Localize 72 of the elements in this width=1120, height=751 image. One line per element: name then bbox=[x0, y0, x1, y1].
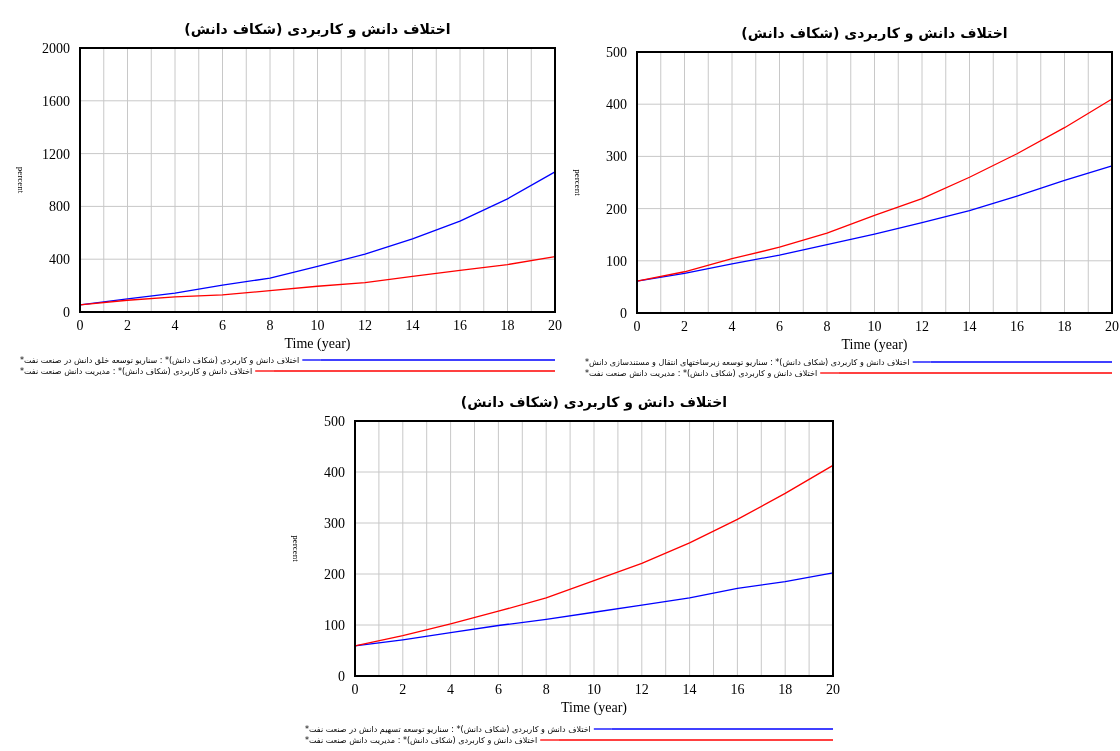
x-tick-label: 8 bbox=[823, 319, 831, 334]
x-axis-title: Time (year) bbox=[284, 336, 351, 352]
chart-title: اختلاف دانش و کاربردی (شکاف دانش) bbox=[184, 21, 451, 38]
x-tick-label: 20 bbox=[548, 318, 562, 333]
x-tick-label: 4 bbox=[171, 318, 179, 333]
x-tick-label: 0 bbox=[351, 682, 359, 697]
x-tick-label: 6 bbox=[494, 682, 502, 697]
y-axis-title: percent bbox=[16, 166, 26, 194]
x-tick-label: 6 bbox=[219, 318, 226, 333]
x-tick-label: 16 bbox=[730, 682, 745, 697]
y-tick-label: 500 bbox=[324, 414, 345, 429]
legend-label: اختلاف دانش و کاربردی (شکاف دانش)* : مدیریت دانش صنعت نفت* bbox=[20, 367, 253, 376]
x-tick-label: 4 bbox=[447, 682, 455, 697]
x-tick-label: 8 bbox=[542, 682, 550, 697]
x-tick-label: 8 bbox=[266, 318, 274, 333]
y-tick-label: 1200 bbox=[42, 146, 70, 162]
x-tick-label: 20 bbox=[1105, 319, 1119, 334]
y-tick-label: 500 bbox=[606, 45, 627, 60]
x-tick-label: 4 bbox=[728, 319, 736, 334]
y-tick-label: 100 bbox=[606, 253, 627, 269]
x-tick-label: 12 bbox=[634, 682, 649, 697]
y-tick-label: 200 bbox=[606, 201, 627, 217]
legend-item: اختلاف دانش و کاربردی (شکاف دانش)* : مدیریت دانش صنعت نفت* bbox=[585, 369, 1113, 378]
x-tick-label: 18 bbox=[1057, 319, 1072, 334]
legend-item: اختلاف دانش و کاربردی (شکاف دانش)* : مدیریت دانش صنعت نفت* bbox=[20, 367, 556, 376]
x-tick-label: 14 bbox=[962, 319, 977, 334]
y-tick-label: 300 bbox=[324, 516, 345, 531]
x-tick-label: 14 bbox=[682, 682, 697, 697]
legend-label: اختلاف دانش و کاربردی (شکاف دانش)* : سناریو توسعه خلق دانش در صنعت نفت* bbox=[20, 356, 300, 365]
x-tick-label: 16 bbox=[1010, 319, 1024, 334]
y-tick-label: 1600 bbox=[42, 93, 70, 109]
y-tick-label: 200 bbox=[324, 567, 345, 582]
y-tick-label: 400 bbox=[324, 465, 345, 480]
y-tick-label: 100 bbox=[324, 618, 345, 633]
chart-title: اختلاف دانش و کاربردی (شکاف دانش) bbox=[741, 25, 1008, 42]
x-tick-label: 2 bbox=[681, 319, 688, 334]
x-tick-label: 0 bbox=[76, 318, 84, 333]
x-tick-label: 2 bbox=[124, 318, 131, 333]
chart-title: اختلاف دانش و کاربردی (شکاف دانش) bbox=[460, 394, 728, 411]
x-tick-label: 14 bbox=[405, 318, 420, 333]
x-tick-label: 10 bbox=[310, 318, 325, 333]
y-tick-label: 0 bbox=[620, 306, 627, 321]
x-tick-label: 12 bbox=[358, 318, 372, 333]
y-axis-title: percent bbox=[291, 535, 301, 563]
x-tick-label: 16 bbox=[453, 318, 467, 333]
legend-item: اختلاف دانش و کاربردی (شکاف دانش)* : سناریو توسعه تسهیم دانش در صنعت نفت* bbox=[305, 725, 834, 734]
legend-label: اختلاف دانش و کاربردی (شکاف دانش)* : سناریو توسعه زیرساختهای انتقال و مستندسازی دانش* bbox=[585, 358, 910, 367]
x-tick-label: 12 bbox=[915, 319, 929, 334]
legend-item: اختلاف دانش و کاربردی (شکاف دانش)* : سناریو توسعه خلق دانش در صنعت نفت* bbox=[20, 356, 556, 365]
y-tick-label: 400 bbox=[49, 252, 70, 268]
y-tick-label: 2000 bbox=[42, 41, 70, 56]
x-tick-label: 18 bbox=[500, 318, 515, 333]
x-tick-label: 2 bbox=[399, 682, 407, 697]
y-axis-title: percent bbox=[573, 169, 583, 197]
x-tick-label: 10 bbox=[587, 682, 601, 697]
x-axis-title: Time (year) bbox=[841, 337, 908, 353]
x-tick-label: 10 bbox=[867, 319, 882, 334]
y-tick-label: 400 bbox=[606, 97, 627, 113]
legend-item: اختلاف دانش و کاربردی (شکاف دانش)* : مدیریت دانش صنعت نفت* bbox=[305, 736, 834, 745]
legend-label: اختلاف دانش و کاربردی (شکاف دانش)* : سناریو توسعه تسهیم دانش در صنعت نفت* bbox=[305, 725, 591, 734]
y-tick-label: 0 bbox=[63, 305, 70, 320]
x-tick-label: 20 bbox=[826, 682, 840, 697]
y-tick-label: 300 bbox=[606, 149, 627, 165]
x-axis-title: Time (year) bbox=[561, 700, 628, 716]
y-tick-label: 800 bbox=[49, 199, 70, 215]
x-tick-label: 6 bbox=[776, 319, 783, 334]
legend-item: اختلاف دانش و کاربردی (شکاف دانش)* : سناریو توسعه زیرساختهای انتقال و مستندسازی دانش* bbox=[585, 358, 1113, 367]
y-tick-label: 0 bbox=[338, 669, 345, 684]
legend-label: اختلاف دانش و کاربردی (شکاف دانش)* : مدیریت دانش صنعت نفت* bbox=[585, 369, 818, 378]
x-tick-label: 0 bbox=[633, 319, 641, 334]
x-tick-label: 18 bbox=[778, 682, 793, 697]
legend-label: اختلاف دانش و کاربردی (شکاف دانش)* : مدیریت دانش صنعت نفت* bbox=[305, 736, 538, 745]
